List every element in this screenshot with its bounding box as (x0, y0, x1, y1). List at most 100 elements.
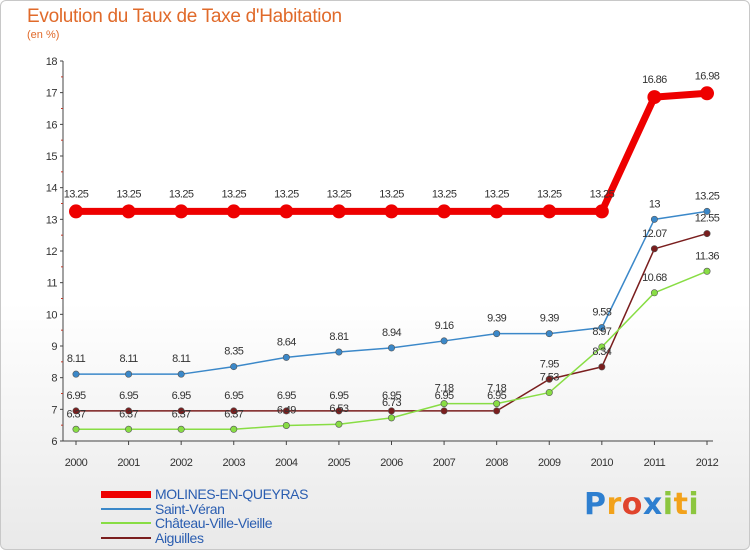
y-tick-label: 11 (47, 278, 58, 290)
data-label: 7.18 (435, 383, 454, 395)
data-point (387, 344, 395, 352)
x-tick-label: 2012 (696, 457, 719, 469)
legend-item-molines: MOLINES-EN-QUEYRAS (101, 486, 308, 501)
chart-title: Evolution du Taux de Taxe d'Habitation (27, 6, 342, 27)
data-point (440, 400, 448, 408)
logo-letter: o (621, 487, 643, 522)
data-label: 12.07 (642, 228, 667, 240)
data-point (387, 414, 395, 422)
data-point (647, 90, 662, 105)
data-point (545, 330, 553, 338)
y-tick-label: 13 (46, 214, 58, 226)
data-point (703, 207, 711, 215)
x-tick-label: 2006 (380, 457, 403, 469)
data-label: 9.16 (435, 320, 454, 332)
data-label: 6.37 (172, 408, 191, 420)
data-label: 10.68 (642, 272, 667, 284)
y-tick-label: 14 (46, 183, 58, 195)
data-label: 13.25 (169, 188, 194, 200)
logo-letter: i (662, 487, 674, 522)
data-point (69, 204, 83, 219)
data-point (174, 204, 189, 219)
data-label: 7.53 (540, 372, 559, 384)
data-label: 6.95 (435, 390, 454, 402)
legend-item-aiguilles: Aiguilles (101, 530, 308, 545)
data-label: 13.25 (537, 188, 562, 200)
legend-label-molines: MOLINES-EN-QUEYRAS (155, 486, 309, 503)
data-label: 6.95 (487, 390, 506, 402)
data-point (335, 348, 343, 356)
logo-letter: r (606, 487, 622, 522)
data-label: 13.25 (221, 188, 246, 200)
data-label: 7.95 (540, 358, 559, 370)
data-label: 13.25 (327, 188, 352, 200)
y-tick-label: 15 (46, 151, 58, 163)
data-label: 13.25 (484, 188, 509, 200)
data-label: 13.25 (590, 188, 615, 200)
y-tick-label: 12 (46, 246, 58, 258)
data-point (650, 215, 658, 223)
data-point (489, 204, 504, 219)
data-label: 13.25 (695, 190, 720, 202)
data-point (493, 330, 501, 338)
data-label: 8.81 (329, 331, 348, 343)
data-label: 16.98 (695, 70, 720, 82)
data-point (598, 343, 606, 351)
data-point (545, 375, 553, 383)
data-point (279, 204, 294, 219)
x-tick-label: 2004 (275, 457, 298, 469)
data-point (177, 370, 185, 378)
data-label: 8.11 (172, 353, 191, 365)
data-point (230, 425, 238, 433)
data-point (650, 245, 658, 253)
data-label: 6.73 (382, 397, 401, 409)
data-label: 16.86 (642, 74, 667, 86)
data-point (493, 400, 501, 408)
data-point (594, 204, 609, 219)
data-point (125, 370, 133, 378)
data-point (700, 86, 714, 101)
data-point (72, 425, 80, 433)
data-label: 6.95 (119, 390, 138, 402)
x-tick-label: 2005 (328, 457, 351, 469)
legend-swatch-saint-veran (101, 507, 151, 510)
data-label: 13.25 (274, 188, 299, 200)
data-label: 13.25 (64, 188, 89, 200)
data-point (121, 204, 136, 219)
data-point (542, 204, 557, 219)
data-point (177, 425, 185, 433)
data-label: 13.25 (116, 188, 141, 200)
data-label: 6.95 (224, 390, 243, 402)
y-tick-label: 18 (46, 56, 58, 68)
data-point (282, 421, 290, 429)
data-label: 12.55 (695, 213, 720, 225)
data-point (598, 324, 606, 332)
data-point (230, 407, 238, 415)
data-label: 6.37 (119, 408, 138, 420)
data-label: 9.58 (592, 307, 611, 319)
chart-subtitle: (en %) (27, 29, 60, 41)
data-point (440, 337, 448, 345)
data-label: 9.39 (540, 313, 559, 325)
legend-swatch-aiguilles (101, 536, 151, 539)
data-point (125, 407, 133, 415)
data-point (331, 204, 346, 219)
data-point (335, 407, 343, 415)
data-point (177, 407, 185, 415)
data-label: 6.53 (329, 403, 348, 415)
x-tick-label: 2008 (485, 457, 508, 469)
data-label: 6.95 (329, 390, 348, 402)
data-point (72, 370, 80, 378)
data-point (437, 204, 452, 219)
y-tick-label: 9 (51, 341, 57, 353)
data-label: 8.11 (67, 353, 86, 365)
data-point (493, 407, 501, 415)
logo-letter: P (584, 487, 607, 522)
data-point (650, 289, 658, 297)
data-label: 8.11 (119, 353, 138, 365)
legend-item-saint-veran: Saint-Véran (101, 501, 308, 516)
data-label: 8.35 (224, 346, 243, 358)
data-point (703, 267, 711, 275)
